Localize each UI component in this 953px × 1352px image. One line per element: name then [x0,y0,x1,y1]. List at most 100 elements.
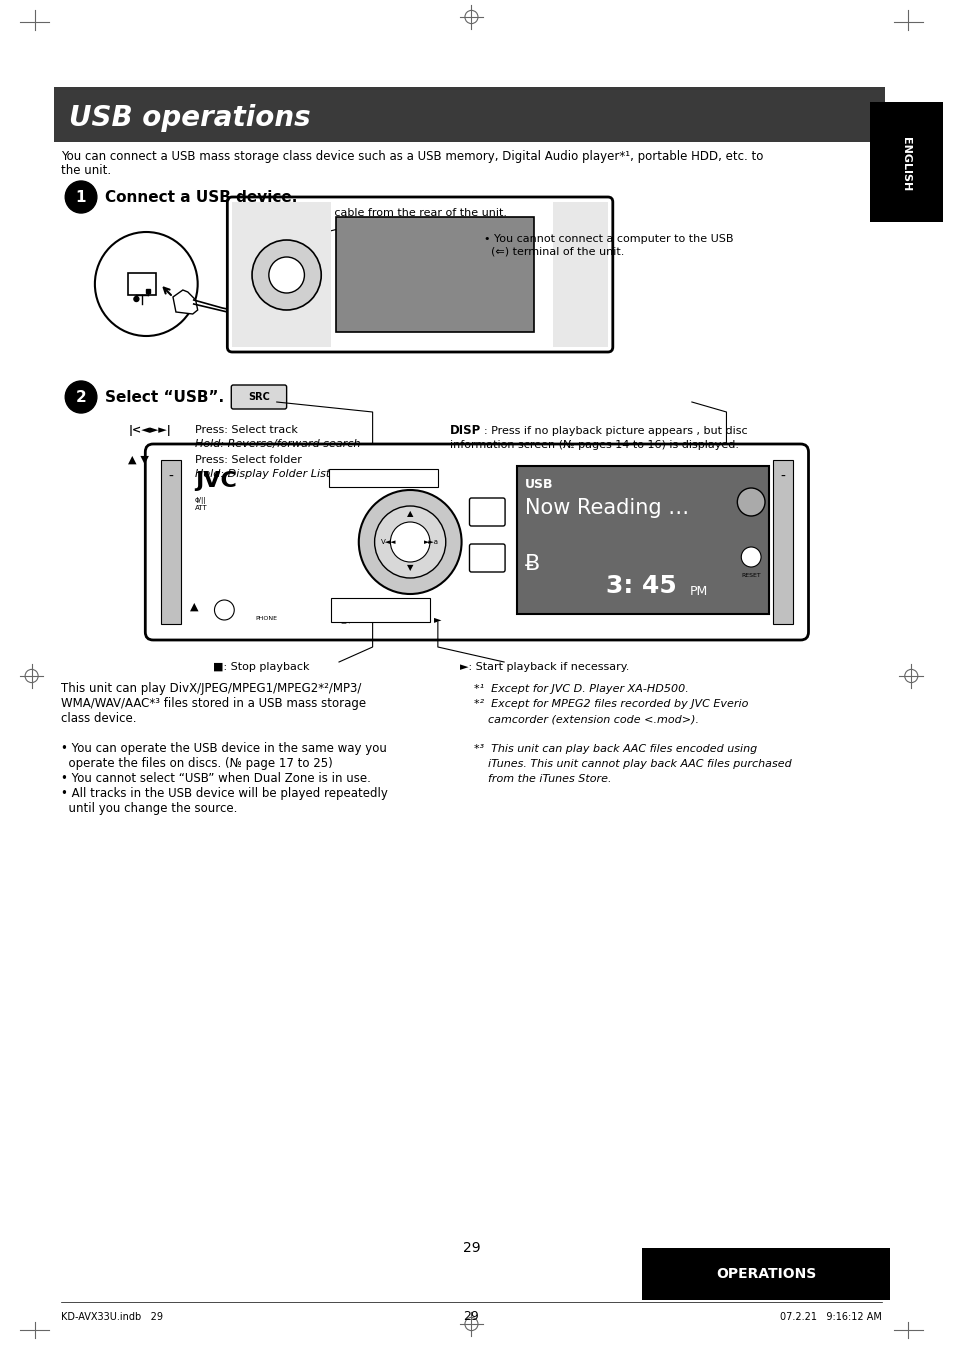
Text: KD-AVX33U.indb   29: KD-AVX33U.indb 29 [61,1311,163,1322]
Text: ATT: ATT [194,506,207,511]
Text: 3: 45: 3: 45 [605,575,676,598]
Text: -: - [484,552,489,565]
Text: WMA/WAV/AAC*³ files stored in a USB mass storage: WMA/WAV/AAC*³ files stored in a USB mass… [61,698,366,710]
Text: • All tracks in the USB device will be played repeatedly: • All tracks in the USB device will be p… [61,787,388,800]
Text: *¹  Except for JVC D. Player XA-HD500.: *¹ Except for JVC D. Player XA-HD500. [474,684,688,694]
Text: ▲: ▲ [407,510,413,519]
Circle shape [133,296,139,301]
Bar [129,273,156,295]
Text: Hold: Display Folder List: Hold: Display Folder List [188,469,330,479]
Text: ◄: ◄ [403,607,409,612]
Text: DISP: DISP [449,425,480,437]
Text: You can connect a USB mass storage class device such as a USB memory, Digital Au: You can connect a USB mass storage class… [61,150,762,164]
Bar [553,201,607,347]
Text: PM: PM [689,585,707,598]
Text: ■: Stop playback: ■: Stop playback [213,662,309,672]
Circle shape [214,600,234,621]
Text: DISP: DISP [744,499,757,504]
Text: class device.: class device. [61,713,136,725]
Text: Connect a USB device.: Connect a USB device. [105,189,296,204]
Polygon shape [172,289,197,314]
Bar [772,460,792,625]
Text: ◄   AV MENU: ◄ AV MENU [383,479,427,484]
Text: until you change the source.: until you change the source. [61,802,237,815]
Text: ►►a: ►►a [424,539,439,545]
Text: BAND: BAND [351,607,371,612]
Bar [232,201,331,347]
FancyBboxPatch shape [469,544,504,572]
Text: PHONE: PHONE [255,617,277,621]
Text: 29: 29 [463,1310,478,1324]
Text: +: + [481,506,493,519]
Text: Press: Select track: Press: Select track [188,425,297,435]
Bar [641,1248,888,1301]
Text: • You cannot select “USB” when Dual Zone is in use.: • You cannot select “USB” when Dual Zone… [61,772,371,786]
Text: ▲: ▲ [191,602,199,612]
Text: operate the files on discs. (№ page 17 to 25): operate the files on discs. (№ page 17 t… [61,757,333,771]
FancyBboxPatch shape [469,498,504,526]
Text: V◄◄: V◄◄ [380,539,395,545]
Text: camcorder (extension code <.mod>).: camcorder (extension code <.mod>). [474,714,699,725]
Text: the unit.: the unit. [61,164,112,177]
Text: JVC: JVC [194,470,236,491]
Bar [329,469,437,487]
Circle shape [65,381,97,412]
Text: : Press if no playback picture appears , but disc: : Press if no playback picture appears ,… [484,426,747,435]
Text: *²  Except for MPEG2 files recorded by JVC Everio: *² Except for MPEG2 files recorded by JV… [474,699,748,708]
Text: iTunes. This unit cannot play back AAC files purchased: iTunes. This unit cannot play back AAC f… [474,758,791,769]
Circle shape [375,506,445,579]
FancyBboxPatch shape [145,443,807,639]
Circle shape [740,548,760,566]
Circle shape [737,488,764,516]
Text: Select “USB”.: Select “USB”. [105,389,224,404]
Text: |<◄►►|: |<◄►►| [129,425,171,435]
Text: USB cable from the rear of the unit.: USB cable from the rear of the unit. [308,208,507,218]
Text: Now Reading …: Now Reading … [524,498,688,518]
Text: 1: 1 [75,189,86,204]
Circle shape [358,489,461,594]
Bar [335,218,533,333]
FancyBboxPatch shape [331,598,430,622]
Text: 07.2.21   9:16:12 AM: 07.2.21 9:16:12 AM [779,1311,881,1322]
Text: • You cannot connect a computer to the USB: • You cannot connect a computer to the U… [484,234,733,243]
Bar [161,460,181,625]
Text: ENT: ENT [413,607,427,612]
Text: ■ /BACK: ■ /BACK [340,618,368,623]
Text: Hold: Reverse/forward search: Hold: Reverse/forward search [188,439,360,449]
Bar [54,87,883,142]
Text: information screen (№ pages 14 to 16) is displayed.: information screen (№ pages 14 to 16) is… [449,439,738,450]
Text: SRC: SRC [344,479,357,484]
Bar [517,466,768,614]
Text: RESET: RESET [740,573,760,579]
Bar [146,289,150,293]
Circle shape [65,181,97,214]
Text: ▲ ▼: ▲ ▼ [129,456,150,465]
Text: This unit can play DivX/JPEG/MPEG1/MPEG2*²/MP3/: This unit can play DivX/JPEG/MPEG1/MPEG2… [61,681,361,695]
Text: ▼: ▼ [407,564,413,572]
Circle shape [94,233,197,337]
Text: USB: USB [524,479,553,491]
Text: ENGLISH: ENGLISH [901,137,910,191]
Text: Ƀ: Ƀ [524,554,539,575]
Circle shape [252,241,321,310]
Text: OPERATIONS: OPERATIONS [715,1267,815,1280]
Bar [869,101,942,222]
Text: 2: 2 [75,389,87,404]
Text: ↺: ↺ [219,604,229,615]
Text: • You can operate the USB device in the same way you: • You can operate the USB device in the … [61,742,387,754]
Text: -: - [780,470,784,484]
FancyBboxPatch shape [227,197,612,352]
Circle shape [269,257,304,293]
Text: ►: Start playback if necessary.: ►: Start playback if necessary. [459,662,628,672]
Circle shape [390,522,430,562]
Text: ϕ/||: ϕ/|| [194,498,206,504]
Text: from the iTunes Store.: from the iTunes Store. [474,773,611,784]
Text: (⇐) terminal of the unit.: (⇐) terminal of the unit. [484,247,624,257]
Text: USB operations: USB operations [70,104,311,132]
Text: SRC: SRC [248,392,270,402]
Text: 29: 29 [462,1241,479,1255]
Text: *³  This unit can play back AAC files encoded using: *³ This unit can play back AAC files enc… [474,744,757,754]
FancyBboxPatch shape [231,385,286,410]
Text: Press: Select folder: Press: Select folder [188,456,301,465]
Text: -: - [169,470,173,484]
